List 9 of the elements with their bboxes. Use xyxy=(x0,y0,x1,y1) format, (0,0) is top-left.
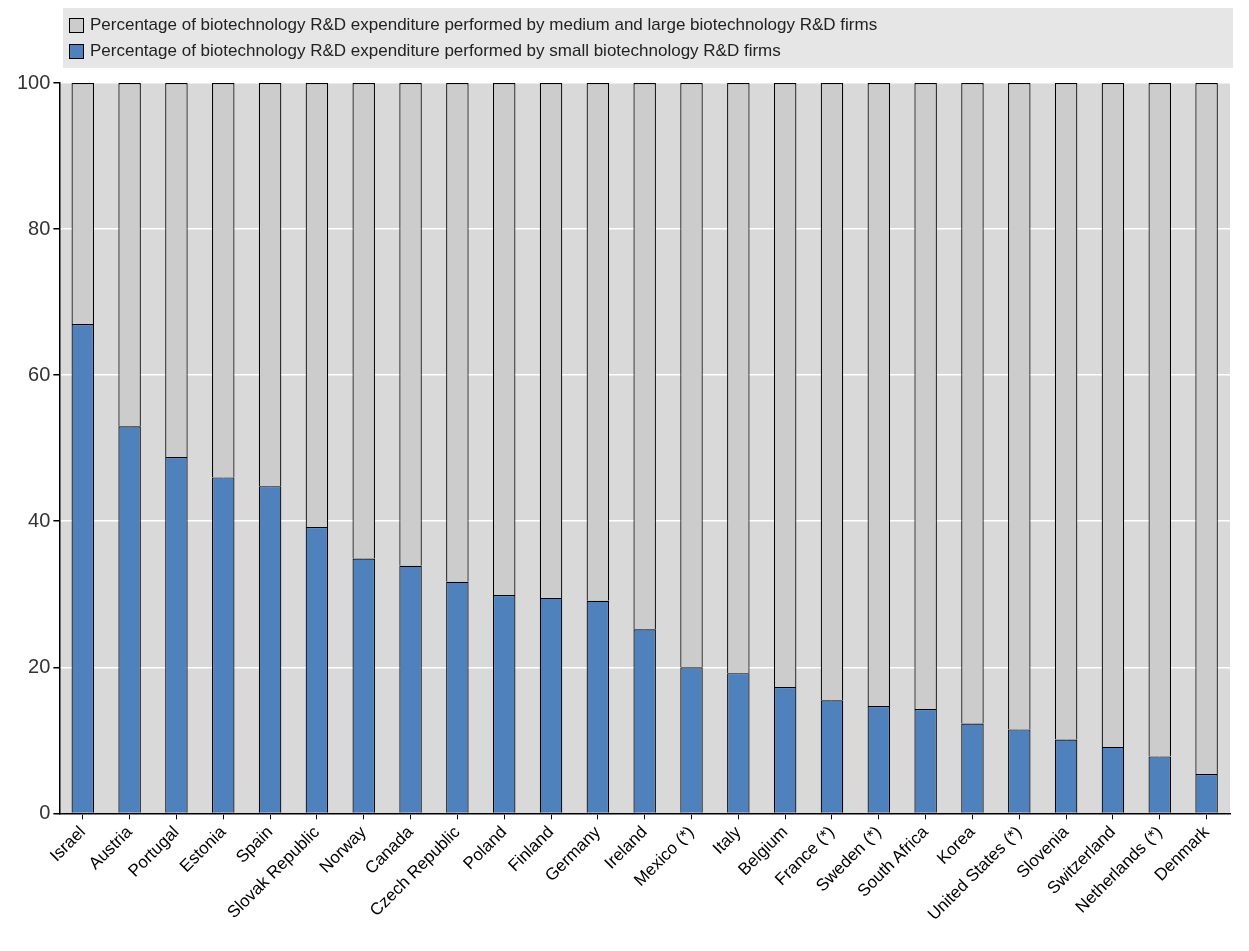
y-tick-label: 80 xyxy=(28,216,51,239)
legend-label: Percentage of biotechnology R&D expenditure performed by small biotechnology R&D firms xyxy=(90,40,781,62)
y-tick-label: 20 xyxy=(28,654,51,677)
y-tick-label: 40 xyxy=(28,508,51,531)
y-tick-label: 100 xyxy=(16,70,51,93)
y-tick-label: 0 xyxy=(39,800,51,823)
text: Percentage of biotechnology R&D expenditure performed by medium and large biotechnology R&D firms xyxy=(90,14,878,36)
y-tick-label: 60 xyxy=(28,362,51,385)
x-tick-label: Italy xyxy=(708,821,745,858)
